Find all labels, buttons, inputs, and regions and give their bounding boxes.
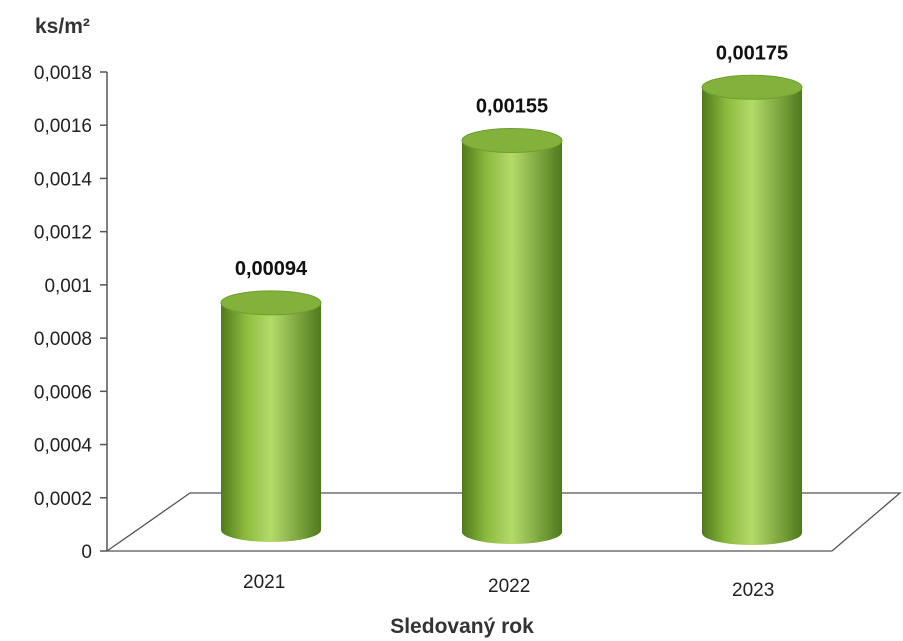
- x-tick-label: 2023: [732, 580, 774, 601]
- y-tick-label: 0,0006: [34, 382, 92, 403]
- y-tick-label: 0: [81, 542, 92, 563]
- bar-2023: [701, 74, 803, 545]
- bar-top: [701, 74, 803, 100]
- y-axis: 0 0,0002 0,0004 0,0006 0,0008 0,001 0,0012 0,00…: [34, 63, 108, 563]
- y-tick-label: 0,0004: [34, 436, 93, 457]
- y-tick-label: 0,001: [44, 276, 92, 297]
- y-tick-label: 0,0016: [34, 116, 92, 137]
- y-tick-label: 0,0012: [34, 223, 92, 244]
- y-tick-label: 0,0014: [34, 169, 93, 190]
- bar-body: [221, 302, 321, 542]
- y-tick-label: 0,0008: [34, 329, 92, 350]
- data-label: 0,00094: [235, 258, 308, 280]
- bar-top: [220, 290, 322, 316]
- bar-body: [462, 140, 562, 544]
- bar-2022: [461, 128, 563, 544]
- bar-body: [702, 87, 802, 545]
- y-tick-label: 0,0018: [34, 63, 92, 84]
- y-axis-title: ks/m²: [35, 15, 90, 38]
- data-label: 0,00155: [476, 96, 548, 118]
- data-label: 0,00175: [716, 42, 788, 64]
- x-axis: 2021 2022 2023: [243, 572, 774, 601]
- x-tick-label: 2022: [488, 576, 530, 597]
- bar-top: [461, 128, 563, 154]
- y-tick-label: 0,0002: [34, 489, 92, 510]
- x-tick-label: 2021: [243, 572, 285, 593]
- bar-2021: [220, 290, 322, 542]
- data-labels: 0,00094 0,00155 0,00175: [235, 42, 788, 280]
- bars: [220, 74, 803, 545]
- x-axis-title: Sledovaný rok: [390, 615, 534, 638]
